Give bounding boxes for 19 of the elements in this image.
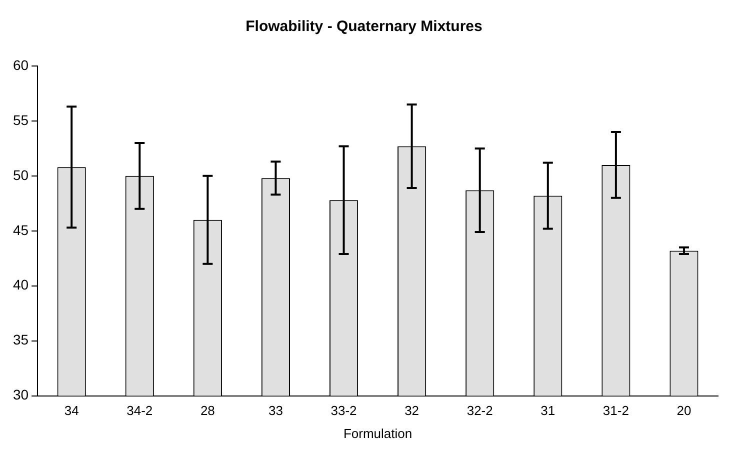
x-tick-label: 31 — [540, 403, 556, 418]
y-tick-label: 45 — [12, 222, 29, 238]
x-tick-label: 28 — [200, 403, 215, 418]
x-axis-title: Formulation — [343, 426, 412, 441]
y-tick-label: 60 — [12, 56, 29, 73]
x-tick-label: 33 — [268, 403, 283, 418]
x-tick-label: 20 — [676, 403, 692, 418]
y-tick-label: 35 — [12, 332, 29, 348]
x-tick-label: 31-2 — [602, 403, 629, 418]
y-tick-label: 50 — [12, 166, 29, 183]
x-tick-label: 34 — [64, 403, 79, 418]
y-tick-label: 30 — [12, 386, 29, 403]
x-tick-label: 34-2 — [126, 403, 153, 418]
y-tick-label: 55 — [12, 112, 29, 128]
chart-title: Flowability - Quaternary Mixtures — [246, 18, 482, 36]
y-tick-label: 40 — [12, 276, 29, 293]
x-tick-label: 32 — [404, 403, 420, 418]
x-tick-label: 32-2 — [466, 403, 493, 418]
x-tick-label: 33-2 — [330, 403, 357, 418]
